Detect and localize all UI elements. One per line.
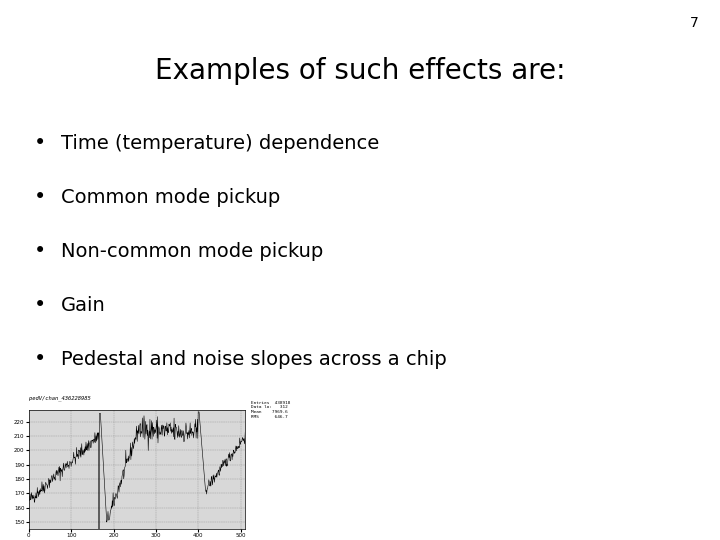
- Text: Common mode pickup: Common mode pickup: [61, 187, 281, 207]
- Text: •: •: [33, 241, 46, 261]
- Text: Examples of such effects are:: Examples of such effects are:: [155, 57, 565, 85]
- Text: pedV/chan_436228985: pedV/chan_436228985: [29, 395, 91, 401]
- Text: Pedestal and noise slopes across a chip: Pedestal and noise slopes across a chip: [61, 349, 447, 369]
- Text: •: •: [33, 133, 46, 153]
- Text: •: •: [33, 187, 46, 207]
- Text: Entries  438918
Data lo:   312
Mean    7969.6
RMS      646.7: Entries 438918 Data lo: 312 Mean 7969.6 …: [251, 401, 291, 418]
- Text: Time (temperature) dependence: Time (temperature) dependence: [61, 133, 379, 153]
- Text: 7: 7: [690, 16, 698, 30]
- Text: Non-common mode pickup: Non-common mode pickup: [61, 241, 323, 261]
- Text: Gain: Gain: [61, 295, 106, 315]
- Text: •: •: [33, 349, 46, 369]
- Text: •: •: [33, 295, 46, 315]
